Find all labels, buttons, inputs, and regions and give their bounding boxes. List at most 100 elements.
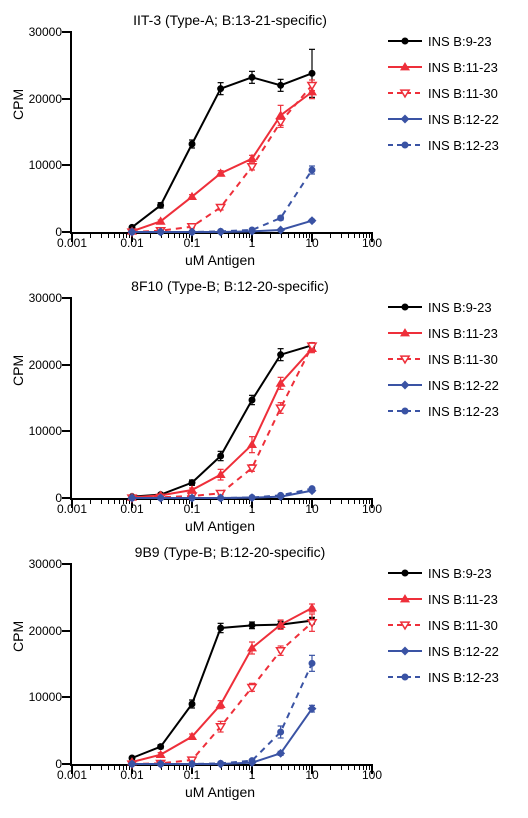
x-tick-minor [119, 498, 120, 504]
legend-item: INS B:11-23 [388, 320, 499, 346]
x-tick-label: 0.1 [184, 768, 201, 782]
y-tick-label: 30000 [29, 25, 62, 39]
legend-label: INS B:12-23 [428, 404, 499, 419]
legend-swatch [388, 590, 422, 608]
legend-item: INS B:12-23 [388, 132, 499, 158]
series-svg [72, 32, 372, 232]
x-tick-minor [299, 764, 300, 770]
y-tick [62, 630, 72, 632]
chart-panel: 8F10 (Type-B; B:12-20-specific)010000200… [10, 276, 518, 536]
legend-swatch [388, 136, 422, 154]
legend-swatch [388, 668, 422, 686]
x-tick-minor [294, 498, 295, 504]
x-tick-minor [126, 498, 127, 504]
legend-label: INS B:11-30 [428, 352, 498, 367]
legend-item: INS B:9-23 [388, 560, 499, 586]
x-tick-minor [341, 232, 342, 238]
legend-item: INS B:12-23 [388, 398, 499, 424]
x-tick-minor [119, 232, 120, 238]
legend: INS B:9-23 INS B:11-23 INS B:11-30 INS B… [388, 294, 499, 424]
x-tick-minor [246, 232, 247, 238]
legend-swatch [388, 564, 422, 582]
x-tick-minor [363, 764, 364, 770]
x-axis-label: uM Antigen [70, 252, 370, 268]
x-tick-minor [239, 764, 240, 770]
x-tick-minor [114, 232, 115, 238]
x-tick-minor [101, 232, 102, 238]
legend-item: INS B:11-30 [388, 346, 499, 372]
y-tick-label: 20000 [29, 92, 62, 106]
figure: IIT-3 (Type-A; B:13-21-specific)01000020… [10, 10, 518, 802]
legend-swatch [388, 350, 422, 368]
y-tick [62, 31, 72, 33]
legend: INS B:9-23 INS B:11-23 INS B:11-30 INS B… [388, 560, 499, 690]
x-tick-label: 10 [305, 768, 318, 782]
x-tick-minor [309, 498, 310, 504]
x-tick-minor [341, 498, 342, 504]
legend-label: INS B:11-23 [428, 326, 498, 341]
x-tick-minor [126, 232, 127, 238]
chart-panel: 9B9 (Type-B; B:12-20-specific) 0100002000… [10, 542, 518, 802]
x-tick-minor [90, 232, 91, 238]
x-tick-minor [243, 498, 244, 504]
x-tick-minor [330, 498, 331, 504]
x-tick-minor [348, 498, 349, 504]
legend-label: INS B:9-23 [428, 34, 492, 49]
x-tick-minor [369, 232, 370, 238]
x-tick-minor [119, 764, 120, 770]
x-tick-minor [299, 232, 300, 238]
x-tick-minor [123, 232, 124, 238]
legend-label: INS B:9-23 [428, 300, 492, 315]
legend-swatch [388, 58, 422, 76]
legend-label: INS B:12-23 [428, 138, 499, 153]
x-tick-minor [366, 232, 367, 238]
x-tick-minor [369, 764, 370, 770]
x-tick-minor [294, 232, 295, 238]
y-tick [62, 98, 72, 100]
y-tick-label: 20000 [29, 358, 62, 372]
plot-area: 01000020000300000.0010.010.1110100 [70, 298, 372, 500]
legend-swatch [388, 376, 422, 394]
chart-title: 9B9 (Type-B; B:12-20-specific) [60, 544, 400, 560]
x-tick-label: 10 [305, 236, 318, 250]
y-tick-label: 10000 [29, 158, 62, 172]
y-tick-label: 20000 [29, 624, 62, 638]
legend-label: INS B:12-22 [428, 112, 499, 127]
y-tick [62, 430, 72, 432]
legend-item: INS B:12-23 [388, 664, 499, 690]
x-tick-minor [306, 498, 307, 504]
x-tick-minor [101, 498, 102, 504]
legend-label: INS B:11-23 [428, 60, 498, 75]
plot-area: 01000020000300000.0010.010.1110100 [70, 32, 372, 234]
legend-item: INS B:9-23 [388, 28, 499, 54]
x-tick-minor [234, 498, 235, 504]
x-tick-minor [294, 764, 295, 770]
x-tick-minor [330, 232, 331, 238]
x-tick-minor [309, 232, 310, 238]
x-tick-minor [303, 498, 304, 504]
x-tick-minor [114, 498, 115, 504]
legend-swatch [388, 616, 422, 634]
y-axis-label: CPM [10, 355, 26, 386]
legend-item: INS B:12-22 [388, 106, 499, 132]
x-tick-minor [369, 498, 370, 504]
y-tick [62, 297, 72, 299]
x-tick-label: 0.01 [120, 768, 143, 782]
x-tick-minor [306, 232, 307, 238]
plot-area: 01000020000300000.0010.010.1110100 [70, 564, 372, 766]
legend-label: INS B:12-22 [428, 644, 499, 659]
x-tick-label: 100 [362, 502, 382, 516]
y-tick [62, 696, 72, 698]
x-tick-minor [270, 232, 271, 238]
legend-swatch [388, 32, 422, 50]
x-tick-minor [359, 498, 360, 504]
x-tick-minor [303, 232, 304, 238]
chart-panel: IIT-3 (Type-A; B:13-21-specific)01000020… [10, 10, 518, 270]
x-tick-minor [234, 764, 235, 770]
x-tick-minor [354, 764, 355, 770]
x-tick-minor [243, 764, 244, 770]
x-tick-minor [123, 764, 124, 770]
x-tick-minor [90, 764, 91, 770]
x-tick-label: 1 [249, 236, 256, 250]
x-tick-minor [239, 232, 240, 238]
